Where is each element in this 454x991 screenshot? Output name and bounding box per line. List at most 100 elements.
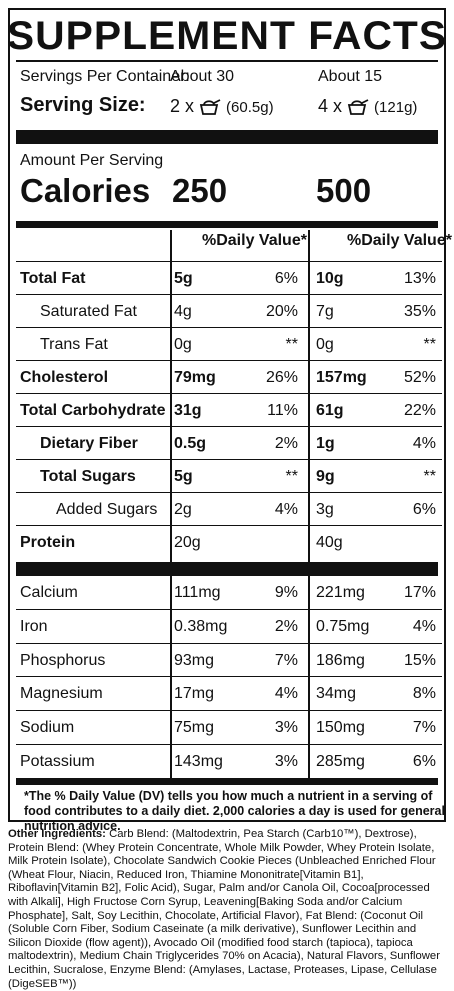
other-ingredients-label: Other Ingredients: [8,828,106,840]
row-divider [16,492,442,493]
mineral-amount-1: 111mg [174,584,221,601]
row-divider [16,710,442,712]
nutrient-name: Total Sugars [40,468,136,485]
nutrient-dv-1: ** [285,336,298,353]
mineral-amount-1: 75mg [174,719,215,737]
nutrient-amount-2: 3g [316,501,334,518]
mineral-name: Potassium [20,753,95,770]
nutrient-dv-2: 35% [403,303,436,320]
row-divider [16,426,442,427]
nutrient-name: Cholesterol [20,369,109,386]
nutrient-dv-2: 4% [412,435,436,452]
row-divider [16,608,442,610]
mineral-name: Iron [20,617,48,635]
nutrient-name: Added Sugars [56,501,158,518]
divider [16,60,438,62]
serving-size-1-prefix: 2 x [170,96,195,116]
mineral-dv-1: 4% [274,685,298,703]
column-separator [308,576,310,780]
serving-size-1-suffix: (60.5g) [226,99,274,116]
nutrient-name: Saturated Fat [40,303,137,320]
mineral-amount-2: 221mg [316,584,365,601]
nutrient-amount-1: 79mg [174,369,216,386]
nutrient-dv-1: 6% [274,270,298,287]
mineral-amount-1: 17mg [174,685,215,703]
mineral-dv-2: 8% [412,685,436,703]
panel-title: SUPPLEMENT FACTS [6,14,448,58]
nutrient-amount-1: 20g [174,534,201,551]
serving-size-2-suffix: (121g) [374,99,418,116]
mineral-dv-2: 7% [412,719,436,737]
amount-per-serving: Amount Per Serving [20,152,164,169]
nutrient-name: Dietary Fiber [40,435,138,452]
nutrient-name: Protein [20,534,76,551]
servings-per-container-label: Servings Per Container: [20,68,190,85]
daily-value-footnote: *The % Daily Value (DV) tells you how mu… [24,789,445,833]
row-divider [16,676,442,678]
mineral-amount-1: 143mg [174,753,223,770]
serving-size-value-2: 4 x (121g) [318,96,417,117]
nutrient-dv-1: 20% [265,303,298,320]
nutrient-amount-1: 5g [174,468,193,485]
nutrient-dv-1: 4% [274,501,298,518]
medium-divider [16,778,438,785]
nutrient-amount-1: 0g [174,336,192,353]
nutrient-amount-2: 40g [316,534,343,551]
column-separator [170,576,172,780]
nutrient-amount-2: 0g [316,336,334,353]
mineral-dv-1: 9% [274,584,298,601]
nutrient-amount-1: 4g [174,303,192,320]
mineral-name: Phosphorus [20,651,106,669]
nutrient-name: Trans Fat [40,336,108,353]
servings-per-container-value-2: About 15 [318,68,383,85]
mineral-amount-1: 93mg [174,651,215,669]
nutrient-amount-1: 0.5g [174,435,207,452]
nutrient-dv-2: ** [423,336,436,353]
nutrient-amount-1: 31g [174,402,202,419]
column-separator [308,230,310,562]
mineral-dv-1: 2% [274,617,298,635]
row-divider [16,525,442,526]
row-divider [16,327,442,328]
mineral-dv-1: 3% [274,753,298,770]
servings-per-container-value-1: About 30 [170,68,235,85]
nutrient-amount-2: 1g [316,435,335,452]
nutrient-dv-1: ** [285,468,298,485]
mineral-amount-1: 0.38mg [174,617,228,635]
row-divider [16,744,442,745]
nutrient-amount-2: 157mg [316,369,367,386]
nutrient-dv-1: 11% [267,402,298,419]
mineral-amount-2: 34mg [316,685,357,703]
row-divider [16,393,442,394]
nutrient-amount-2: 9g [316,468,335,485]
nutrient-dv-2: 22% [403,402,436,419]
nutrient-amount-2: 7g [316,303,334,320]
nutrient-dv-2: ** [423,468,436,485]
calories-value-1: 250 [172,172,228,209]
mineral-name: Magnesium [20,685,103,703]
thick-divider [16,562,438,576]
mineral-dv-2: 4% [412,617,436,635]
row-divider [16,294,442,295]
serving-size-2-prefix: 4 x [318,96,343,116]
calories-label: Calories [20,172,151,209]
row-divider [16,360,442,361]
row-divider [16,261,442,262]
mineral-dv-1: 3% [274,719,298,737]
mineral-name: Sodium [20,719,75,737]
mineral-dv-2: 17% [403,584,436,601]
calories-value-2: 500 [316,172,372,209]
row-divider [16,642,442,644]
thick-divider [16,130,438,144]
row-divider [16,459,442,460]
other-ingredients-text: Carb Blend: (Maltodextrin, Pea Starch (C… [8,828,440,990]
dv-header-1: %Daily Value* [202,232,307,249]
nutrient-name: Total Fat [20,270,86,287]
mineral-dv-2: 15% [403,651,436,669]
nutrient-amount-2: 61g [316,402,344,419]
serving-size-label: Serving Size: [20,94,146,116]
nutrient-amount-1: 2g [174,501,192,518]
nutrient-dv-2: 13% [403,270,436,287]
nutrient-dv-1: 2% [274,435,298,452]
mineral-amount-2: 150mg [316,719,365,737]
